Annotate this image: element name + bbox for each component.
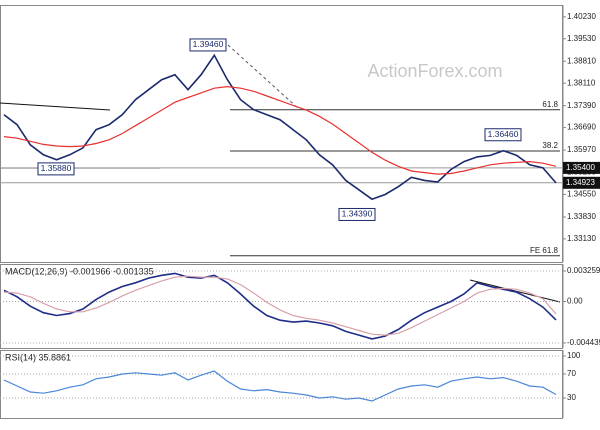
y-tick-label: 1.33130 bbox=[567, 234, 596, 243]
y-tick-label: 70 bbox=[567, 369, 576, 378]
annotation-label: 1.36460 bbox=[488, 129, 519, 139]
annotation-label: 1.39460 bbox=[193, 39, 224, 49]
series-line bbox=[3, 275, 557, 336]
y-tick-label: -0.004439 bbox=[567, 338, 600, 347]
y-tick-label: 30 bbox=[567, 393, 576, 402]
annotation-box bbox=[338, 207, 376, 221]
series-line bbox=[3, 53, 557, 201]
panel-title: RSI(14) 35.8861 bbox=[5, 352, 71, 362]
y-tick-label: 1.35970 bbox=[567, 145, 596, 154]
annotation-label: 1.35880 bbox=[41, 163, 72, 173]
series-line bbox=[3, 272, 557, 340]
y-tick-label: 1.39530 bbox=[567, 34, 596, 43]
annotation-box bbox=[189, 38, 227, 52]
series-line bbox=[3, 85, 557, 175]
y-tick-label: 100 bbox=[567, 351, 581, 360]
projection-line bbox=[227, 44, 301, 111]
y-tick-label: 1.34550 bbox=[567, 190, 596, 199]
annotation-box bbox=[484, 128, 522, 142]
level-label: 38.2 bbox=[542, 141, 558, 150]
y-tick-label: 0.003259 bbox=[567, 266, 600, 275]
y-tick-label: 0.00 bbox=[567, 297, 583, 306]
annotation-label: 1.34390 bbox=[342, 209, 373, 219]
y-tick-label: 1.40230 bbox=[567, 12, 596, 21]
rsi-panel bbox=[0, 350, 563, 419]
watermark: ActionForex.com bbox=[367, 61, 502, 81]
level-label: FE 61.8 bbox=[530, 246, 559, 255]
price-tag-label: 1.34923 bbox=[566, 178, 595, 187]
y-tick-label: 1.37390 bbox=[567, 101, 596, 110]
panel-title: MACD(12,26,9) -0.001966 -0.001335 bbox=[5, 266, 154, 276]
price-tag bbox=[563, 176, 600, 189]
annotation-box bbox=[37, 162, 75, 176]
trend-line bbox=[0, 102, 111, 111]
y-tick-label: 1.38110 bbox=[567, 78, 596, 87]
series-line bbox=[3, 370, 557, 402]
level-label: 61.8 bbox=[542, 100, 558, 109]
y-tick-label: 1.33830 bbox=[567, 212, 596, 221]
price-panel bbox=[0, 5, 563, 263]
y-tick-label: 1.36690 bbox=[567, 123, 596, 132]
y-tick-label: 1.38810 bbox=[567, 56, 596, 65]
price-tag bbox=[563, 161, 600, 174]
macd-panel bbox=[0, 264, 563, 349]
price-tag-label: 1.35400 bbox=[566, 163, 595, 172]
